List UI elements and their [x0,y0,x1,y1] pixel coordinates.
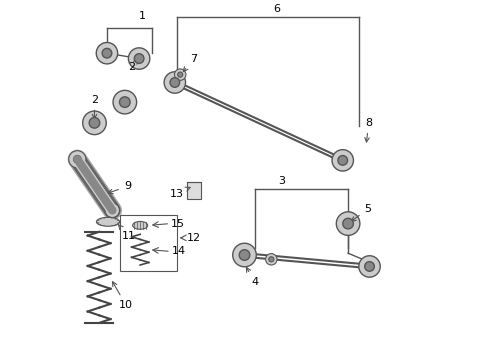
Circle shape [358,256,380,277]
Text: 13: 13 [169,187,190,199]
Text: 15: 15 [171,219,185,229]
Circle shape [342,218,353,229]
Circle shape [89,117,100,128]
Circle shape [73,156,81,163]
Circle shape [119,97,130,107]
Circle shape [109,207,115,213]
Text: 14: 14 [172,247,186,256]
Circle shape [174,69,185,80]
Text: 9: 9 [108,181,131,194]
Circle shape [82,111,106,135]
Circle shape [105,203,119,217]
Text: 3: 3 [278,176,285,186]
Bar [120,215,176,271]
Text: 2: 2 [127,59,138,72]
Circle shape [164,72,185,93]
Circle shape [170,78,179,87]
Circle shape [102,48,112,58]
Circle shape [113,90,136,114]
Circle shape [96,42,118,64]
Circle shape [177,72,183,77]
Text: 7: 7 [183,54,197,72]
Circle shape [331,150,353,171]
Circle shape [265,253,276,265]
Text: 6: 6 [273,4,280,14]
Ellipse shape [96,217,120,226]
Text: 4: 4 [246,267,258,287]
Text: 8: 8 [364,118,372,142]
Text: 2: 2 [91,95,98,119]
Circle shape [232,243,256,267]
Circle shape [336,212,359,235]
Bar [186,182,201,199]
Ellipse shape [132,221,147,229]
Circle shape [128,48,149,69]
Circle shape [364,262,374,271]
Text: 5: 5 [350,204,370,221]
Circle shape [69,151,86,168]
Text: 1: 1 [139,11,146,21]
Text: 12: 12 [186,233,201,243]
Circle shape [337,156,347,165]
Circle shape [134,54,143,63]
Text: 10: 10 [112,282,133,310]
Circle shape [268,257,273,262]
Text: 11: 11 [118,225,135,241]
Circle shape [239,250,249,260]
